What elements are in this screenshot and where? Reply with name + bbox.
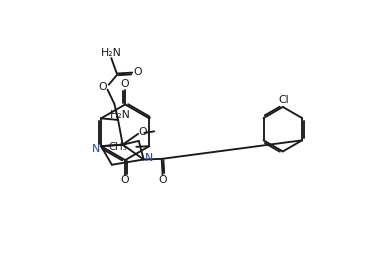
Text: O: O — [134, 67, 142, 77]
Text: N: N — [92, 144, 100, 154]
Text: H₂N: H₂N — [110, 110, 131, 120]
Text: CH₃: CH₃ — [109, 142, 128, 152]
Text: O: O — [98, 82, 107, 92]
Text: O: O — [121, 79, 129, 89]
Text: O: O — [138, 127, 147, 137]
Text: H₂N: H₂N — [101, 47, 122, 58]
Text: O: O — [158, 175, 167, 185]
Text: N: N — [145, 153, 153, 163]
Text: O: O — [121, 175, 129, 185]
Text: Cl: Cl — [278, 95, 289, 105]
